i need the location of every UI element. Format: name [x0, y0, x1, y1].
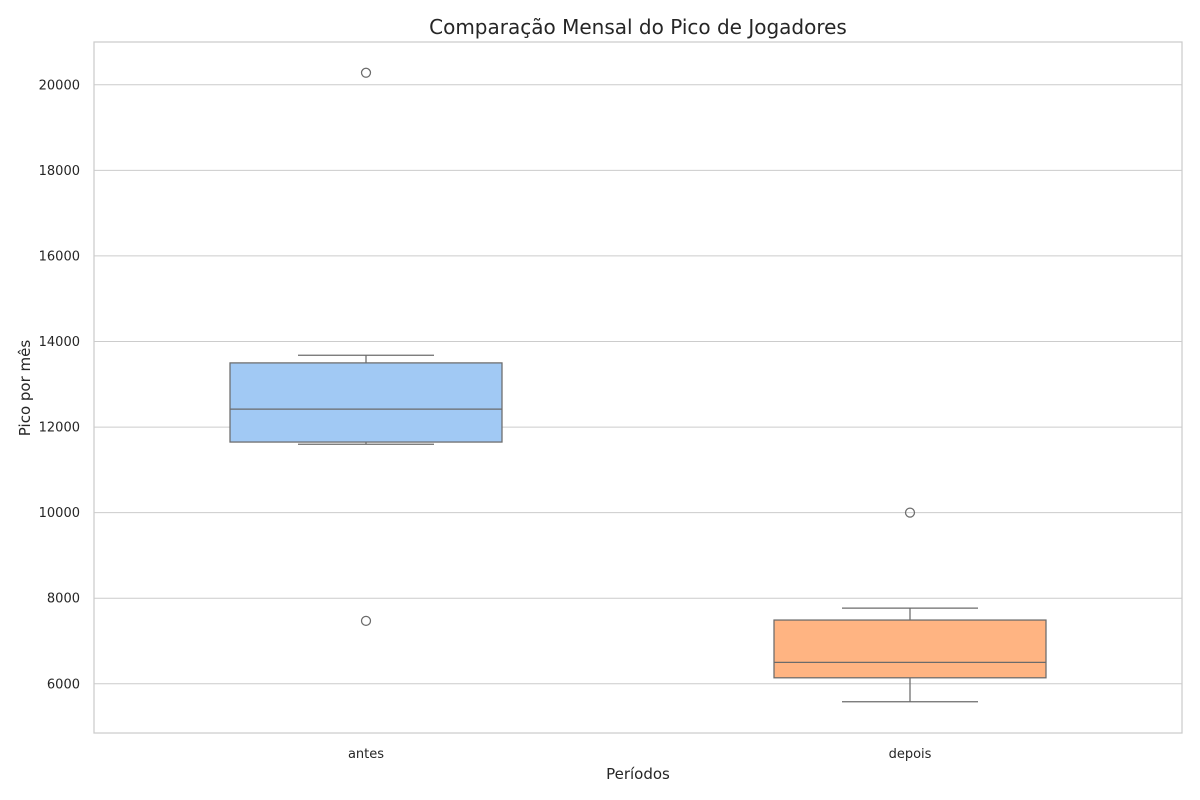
- y-tick-label: 18000: [39, 164, 80, 179]
- y-axis-label: Pico por mês: [16, 340, 34, 437]
- x-tick-label: depois: [889, 747, 932, 762]
- y-tick-label: 16000: [39, 249, 80, 264]
- y-tick-label: 12000: [39, 421, 80, 436]
- x-axis-ticks: antes depois: [348, 747, 932, 762]
- x-tick-label: antes: [348, 747, 384, 762]
- box-iqr: [773, 619, 1047, 679]
- y-tick-label: 10000: [39, 506, 80, 521]
- x-axis-label: Períodos: [606, 765, 670, 783]
- y-tick-label: 8000: [47, 592, 80, 607]
- outlier-point: [360, 67, 372, 78]
- y-tick-label: 14000: [39, 335, 80, 350]
- box-depois: [773, 507, 1047, 703]
- plot-frame: [93, 41, 1183, 734]
- y-tick-label: 6000: [47, 677, 80, 692]
- outlier-point: [904, 507, 916, 518]
- box-plot-series: [229, 67, 1047, 703]
- box-antes: [229, 67, 503, 627]
- chart-title: Comparação Mensal do Pico de Jogadores: [429, 15, 847, 39]
- y-axis-ticks: 6000 8000 10000 12000 14000 16000 18000 20000: [39, 78, 80, 692]
- outlier-point: [360, 615, 372, 627]
- box-iqr: [229, 362, 503, 443]
- y-tick-label: 20000: [39, 78, 80, 93]
